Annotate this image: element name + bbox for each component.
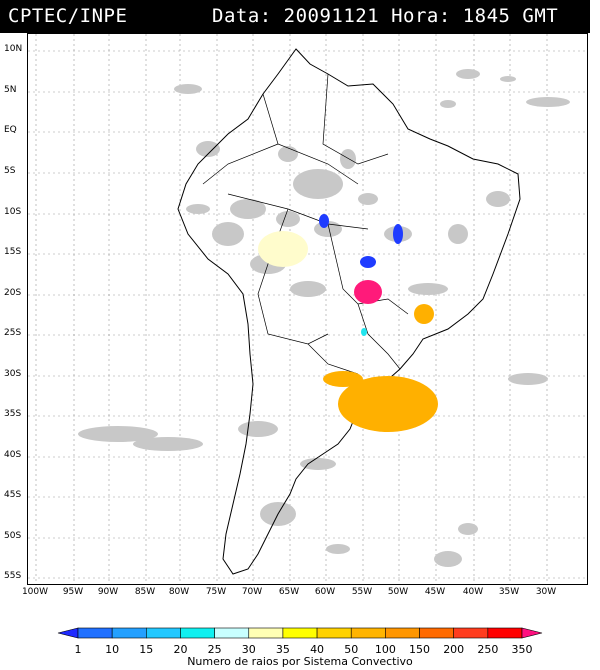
colorbar-label-5: 30 bbox=[241, 643, 256, 656]
colorbar-swatch-14 bbox=[521, 627, 543, 639]
lon-label-11: 45W bbox=[424, 587, 446, 597]
colorbar-swatch-1 bbox=[77, 627, 113, 639]
colorbar-swatch-8 bbox=[316, 627, 352, 639]
colorbar-swatch-11 bbox=[419, 627, 454, 639]
storm-cell-14S-55W bbox=[360, 256, 376, 268]
lat-label-7: 25S bbox=[4, 328, 22, 338]
lon-label-0: 100W bbox=[21, 587, 49, 597]
colorbar-swatch-4 bbox=[180, 627, 215, 639]
colorbar-swatch-5 bbox=[214, 627, 250, 639]
lat-label-8: 30S bbox=[4, 369, 22, 379]
colorbar-swatch-7 bbox=[282, 627, 318, 639]
title-bar: CPTEC/INPE Data: 20091121 Hora: 1845 GMT bbox=[0, 0, 590, 33]
lat-label-2: EQ bbox=[4, 125, 17, 135]
colorbar-swatch-9 bbox=[350, 627, 386, 639]
lon-label-3: 85W bbox=[134, 587, 156, 597]
colorbar-swatch-10 bbox=[385, 627, 420, 639]
colorbar-swatch-12 bbox=[453, 627, 489, 639]
lon-label-4: 80W bbox=[168, 587, 190, 597]
lat-label-13: 55S bbox=[4, 571, 22, 581]
storm-cell-14S-70W bbox=[258, 231, 308, 267]
lat-label-12: 50S bbox=[4, 531, 22, 541]
lon-label-6: 70W bbox=[241, 587, 263, 597]
lon-label-2: 90W bbox=[97, 587, 119, 597]
lat-label-9: 35S bbox=[4, 409, 22, 419]
colorbar-title: Numero de raios por Sistema Convectivo bbox=[187, 655, 413, 668]
colorbar-swatch-3 bbox=[146, 627, 181, 639]
map-canvas bbox=[28, 34, 587, 584]
timestamp-label: Data: 20091121 Hora: 1845 GMT bbox=[212, 5, 559, 27]
lat-label-1: 5N bbox=[4, 85, 17, 95]
continent-outline bbox=[177, 48, 521, 575]
colorbar bbox=[57, 627, 543, 639]
colorbar-label-3: 20 bbox=[173, 643, 188, 656]
colorbar-label-10: 150 bbox=[409, 643, 431, 656]
colorbar-label-4: 25 bbox=[207, 643, 222, 656]
storm-cell-23S-46W bbox=[414, 304, 434, 324]
storm-cell-10S-58W bbox=[319, 214, 329, 228]
colorbar-swatch-0 bbox=[57, 627, 79, 639]
storm-cell-30S-60W bbox=[323, 371, 363, 387]
lon-label-8: 60W bbox=[314, 587, 336, 597]
border-lines bbox=[202, 73, 409, 375]
map-panel[interactable] bbox=[27, 33, 588, 585]
colorbar-label-7: 40 bbox=[310, 643, 325, 656]
lat-lon-grid bbox=[28, 34, 587, 584]
colorbar-swatch-13 bbox=[487, 627, 523, 639]
lat-label-11: 45S bbox=[4, 490, 22, 500]
lat-label-0: 10N bbox=[4, 44, 23, 54]
storm-cell-12S-50W bbox=[393, 224, 403, 244]
storm-cell-33S-54W bbox=[338, 376, 438, 432]
storm-cell-25S-57W bbox=[361, 328, 367, 336]
lat-label-3: 5S bbox=[4, 166, 16, 176]
lat-label-5: 15S bbox=[4, 247, 22, 257]
lon-label-12: 40W bbox=[462, 587, 484, 597]
lon-label-5: 75W bbox=[205, 587, 227, 597]
colorbar-label-9: 100 bbox=[374, 643, 396, 656]
colorbar-label-12: 250 bbox=[477, 643, 499, 656]
lat-label-6: 20S bbox=[4, 288, 22, 298]
storm-cells-layer bbox=[258, 214, 438, 432]
colorbar-label-8: 50 bbox=[344, 643, 359, 656]
lon-label-9: 55W bbox=[351, 587, 373, 597]
cloud-cover bbox=[78, 69, 570, 567]
org-label: CPTEC/INPE bbox=[8, 5, 128, 27]
colorbar-label-1: 10 bbox=[105, 643, 120, 656]
colorbar-label-2: 15 bbox=[139, 643, 154, 656]
lon-label-10: 50W bbox=[387, 587, 409, 597]
lon-label-13: 35W bbox=[498, 587, 520, 597]
colorbar-label-11: 200 bbox=[443, 643, 465, 656]
lat-label-4: 10S bbox=[4, 207, 22, 217]
colorbar-label-13: 350 bbox=[511, 643, 533, 656]
colorbar-swatch-6 bbox=[248, 627, 284, 639]
lat-label-10: 40S bbox=[4, 450, 22, 460]
colorbar-label-0: 1 bbox=[74, 643, 82, 656]
colorbar-label-6: 35 bbox=[275, 643, 290, 656]
coastlines-and-borders bbox=[177, 48, 521, 575]
storm-cell-20S-54W bbox=[354, 280, 382, 304]
lon-label-7: 65W bbox=[278, 587, 300, 597]
lon-label-14: 30W bbox=[535, 587, 557, 597]
lon-label-1: 95W bbox=[62, 587, 84, 597]
colorbar-swatch-2 bbox=[111, 627, 147, 639]
